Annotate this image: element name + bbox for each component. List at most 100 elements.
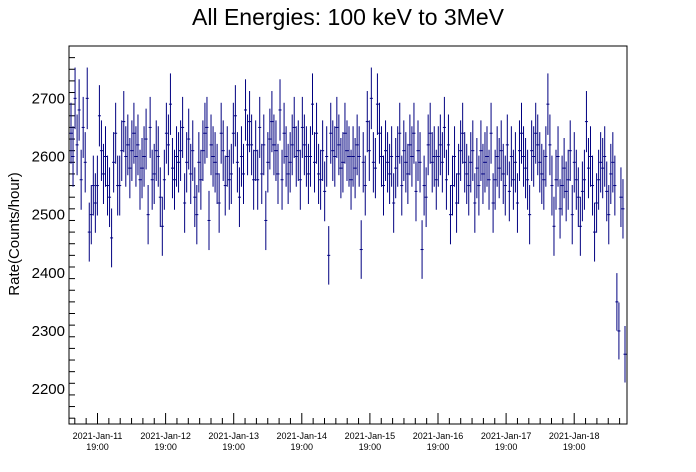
data-point (254, 120, 258, 181)
data-point (69, 102, 73, 164)
data-point (422, 155, 426, 216)
data-point (197, 132, 201, 193)
data-point (526, 149, 530, 210)
data-point (268, 108, 272, 170)
data-point (469, 132, 473, 193)
x-tick-date-label: 2021-Jan-14 (277, 431, 328, 441)
data-point (292, 96, 296, 158)
data-point (248, 91, 252, 153)
data-point (339, 138, 343, 199)
data-point (193, 167, 197, 228)
data-point (410, 126, 414, 187)
x-axis: 2021-Jan-1119:002021-Jan-1219:002021-Jan… (73, 413, 621, 452)
data-point (272, 114, 276, 176)
y-tick-label: 2700 (32, 90, 65, 107)
data-point (132, 102, 136, 164)
data-point (306, 143, 310, 205)
plot-border (68, 45, 628, 425)
data-point (440, 132, 444, 193)
data-point (179, 120, 183, 181)
data-point (329, 102, 333, 164)
data-point (101, 143, 105, 205)
data-point (515, 173, 519, 233)
data-point (103, 126, 107, 187)
data-point (323, 161, 327, 222)
data-point (120, 120, 124, 181)
data-point (481, 143, 485, 205)
data-point (138, 149, 142, 210)
data-point (207, 190, 211, 251)
data-point (325, 126, 329, 187)
data-point (250, 114, 254, 176)
data-point (185, 132, 189, 193)
x-tick-time-label: 19:00 (427, 442, 450, 452)
data-point (375, 73, 379, 135)
data-point (505, 114, 509, 176)
data-point (436, 126, 440, 187)
data-point (542, 149, 546, 210)
y-axis: 2200 2300 2400 2500 2600 2700 (32, 57, 75, 419)
data-point (369, 67, 373, 130)
data-point (507, 161, 511, 222)
data-point (152, 143, 156, 205)
data-point (597, 149, 601, 210)
data-point (79, 149, 83, 210)
data-point (106, 155, 110, 216)
data-point (284, 126, 288, 187)
data-point (136, 114, 140, 176)
data-point (524, 138, 528, 199)
data-point (276, 143, 280, 205)
x-tick-time-label: 19:00 (563, 442, 586, 452)
x-tick-date-label: 2021-Jan-17 (481, 431, 532, 441)
data-point (140, 138, 144, 199)
data-point (286, 143, 290, 205)
data-point (146, 184, 150, 245)
data-point (201, 120, 205, 181)
data-point (308, 126, 312, 187)
data-point (382, 155, 386, 216)
data-point (262, 114, 266, 176)
data-point (495, 126, 499, 187)
data-point (605, 161, 609, 222)
data-point (355, 114, 359, 176)
data-point (453, 126, 457, 187)
data-point (343, 102, 347, 164)
data-point (357, 126, 361, 187)
data-point (246, 114, 250, 176)
data-point (365, 91, 369, 153)
data-point (203, 102, 207, 164)
data-point (501, 143, 505, 205)
x-tick-time-label: 19:00 (359, 442, 382, 452)
data-point (467, 155, 471, 216)
data-point (231, 102, 235, 164)
data-point (402, 120, 406, 181)
x-tick-date-label: 2021-Jan-15 (345, 431, 396, 441)
data-point (503, 155, 507, 216)
data-point (97, 85, 101, 147)
data-point (485, 126, 489, 187)
data-point (390, 126, 394, 187)
data-point (244, 79, 248, 141)
data-point (459, 120, 463, 181)
data-point (386, 132, 390, 193)
data-point (347, 126, 351, 187)
x-tick-date-label: 2021-Jan-13 (208, 431, 259, 441)
data-point (215, 143, 219, 205)
data-point (321, 120, 325, 181)
data-point (361, 132, 365, 193)
data-point (195, 184, 199, 245)
data-point (584, 91, 588, 153)
data-point (457, 143, 461, 205)
data-point (371, 132, 375, 193)
data-point (601, 138, 605, 199)
data-point (166, 114, 170, 176)
data-point (562, 138, 566, 199)
data-point (509, 126, 513, 187)
data-point (162, 149, 166, 210)
data-point (432, 126, 436, 187)
data-point (118, 155, 122, 216)
data-point (497, 138, 501, 199)
data-point (252, 149, 256, 210)
data-point (270, 91, 274, 153)
